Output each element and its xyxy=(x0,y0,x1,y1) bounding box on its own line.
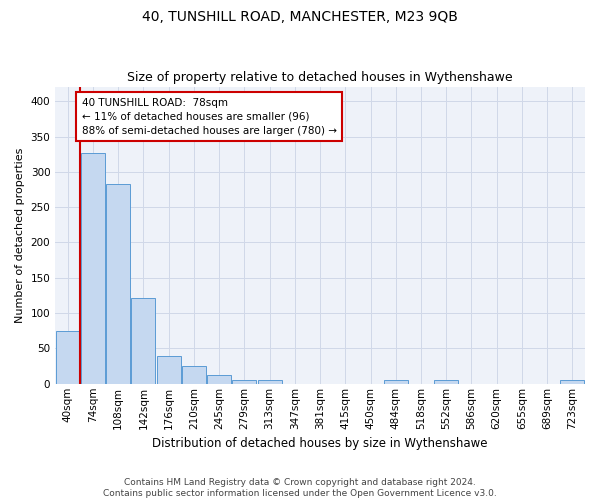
Bar xyxy=(56,331,80,384)
Bar xyxy=(106,184,130,384)
Bar xyxy=(384,380,408,384)
Text: 40, TUNSHILL ROAD, MANCHESTER, M23 9QB: 40, TUNSHILL ROAD, MANCHESTER, M23 9QB xyxy=(142,10,458,24)
Bar xyxy=(131,298,155,384)
Bar xyxy=(81,153,105,384)
Title: Size of property relative to detached houses in Wythenshawe: Size of property relative to detached ho… xyxy=(127,72,513,85)
X-axis label: Distribution of detached houses by size in Wythenshawe: Distribution of detached houses by size … xyxy=(152,437,488,450)
Text: Contains HM Land Registry data © Crown copyright and database right 2024.
Contai: Contains HM Land Registry data © Crown c… xyxy=(103,478,497,498)
Bar xyxy=(157,356,181,384)
Y-axis label: Number of detached properties: Number of detached properties xyxy=(15,148,25,323)
Text: 40 TUNSHILL ROAD:  78sqm
← 11% of detached houses are smaller (96)
88% of semi-d: 40 TUNSHILL ROAD: 78sqm ← 11% of detache… xyxy=(82,98,337,136)
Bar xyxy=(434,380,458,384)
Bar xyxy=(257,380,281,384)
Bar xyxy=(207,376,231,384)
Bar xyxy=(560,380,584,384)
Bar xyxy=(182,366,206,384)
Bar xyxy=(232,380,256,384)
